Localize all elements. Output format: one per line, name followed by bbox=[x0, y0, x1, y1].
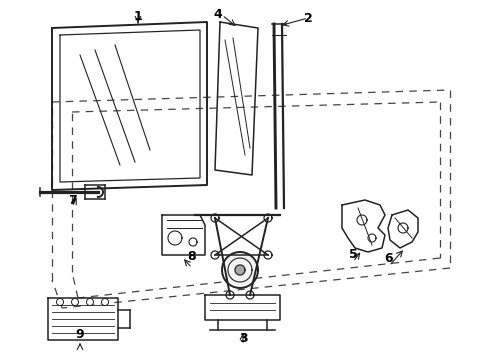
Text: 8: 8 bbox=[188, 249, 196, 262]
Polygon shape bbox=[56, 298, 64, 306]
Polygon shape bbox=[87, 298, 94, 306]
Text: 6: 6 bbox=[385, 252, 393, 265]
Polygon shape bbox=[222, 252, 258, 288]
Text: 1: 1 bbox=[134, 10, 143, 23]
Polygon shape bbox=[264, 251, 272, 259]
Text: 2: 2 bbox=[304, 12, 313, 24]
Text: 7: 7 bbox=[68, 194, 76, 207]
Text: 3: 3 bbox=[239, 332, 247, 345]
Polygon shape bbox=[101, 298, 108, 306]
Polygon shape bbox=[264, 214, 272, 222]
Polygon shape bbox=[246, 291, 254, 299]
Polygon shape bbox=[235, 265, 245, 275]
Polygon shape bbox=[226, 291, 234, 299]
Text: 9: 9 bbox=[75, 328, 84, 342]
Polygon shape bbox=[211, 251, 219, 259]
Polygon shape bbox=[211, 214, 219, 222]
Text: 4: 4 bbox=[214, 8, 222, 21]
Polygon shape bbox=[72, 298, 78, 306]
Text: 5: 5 bbox=[348, 248, 357, 261]
